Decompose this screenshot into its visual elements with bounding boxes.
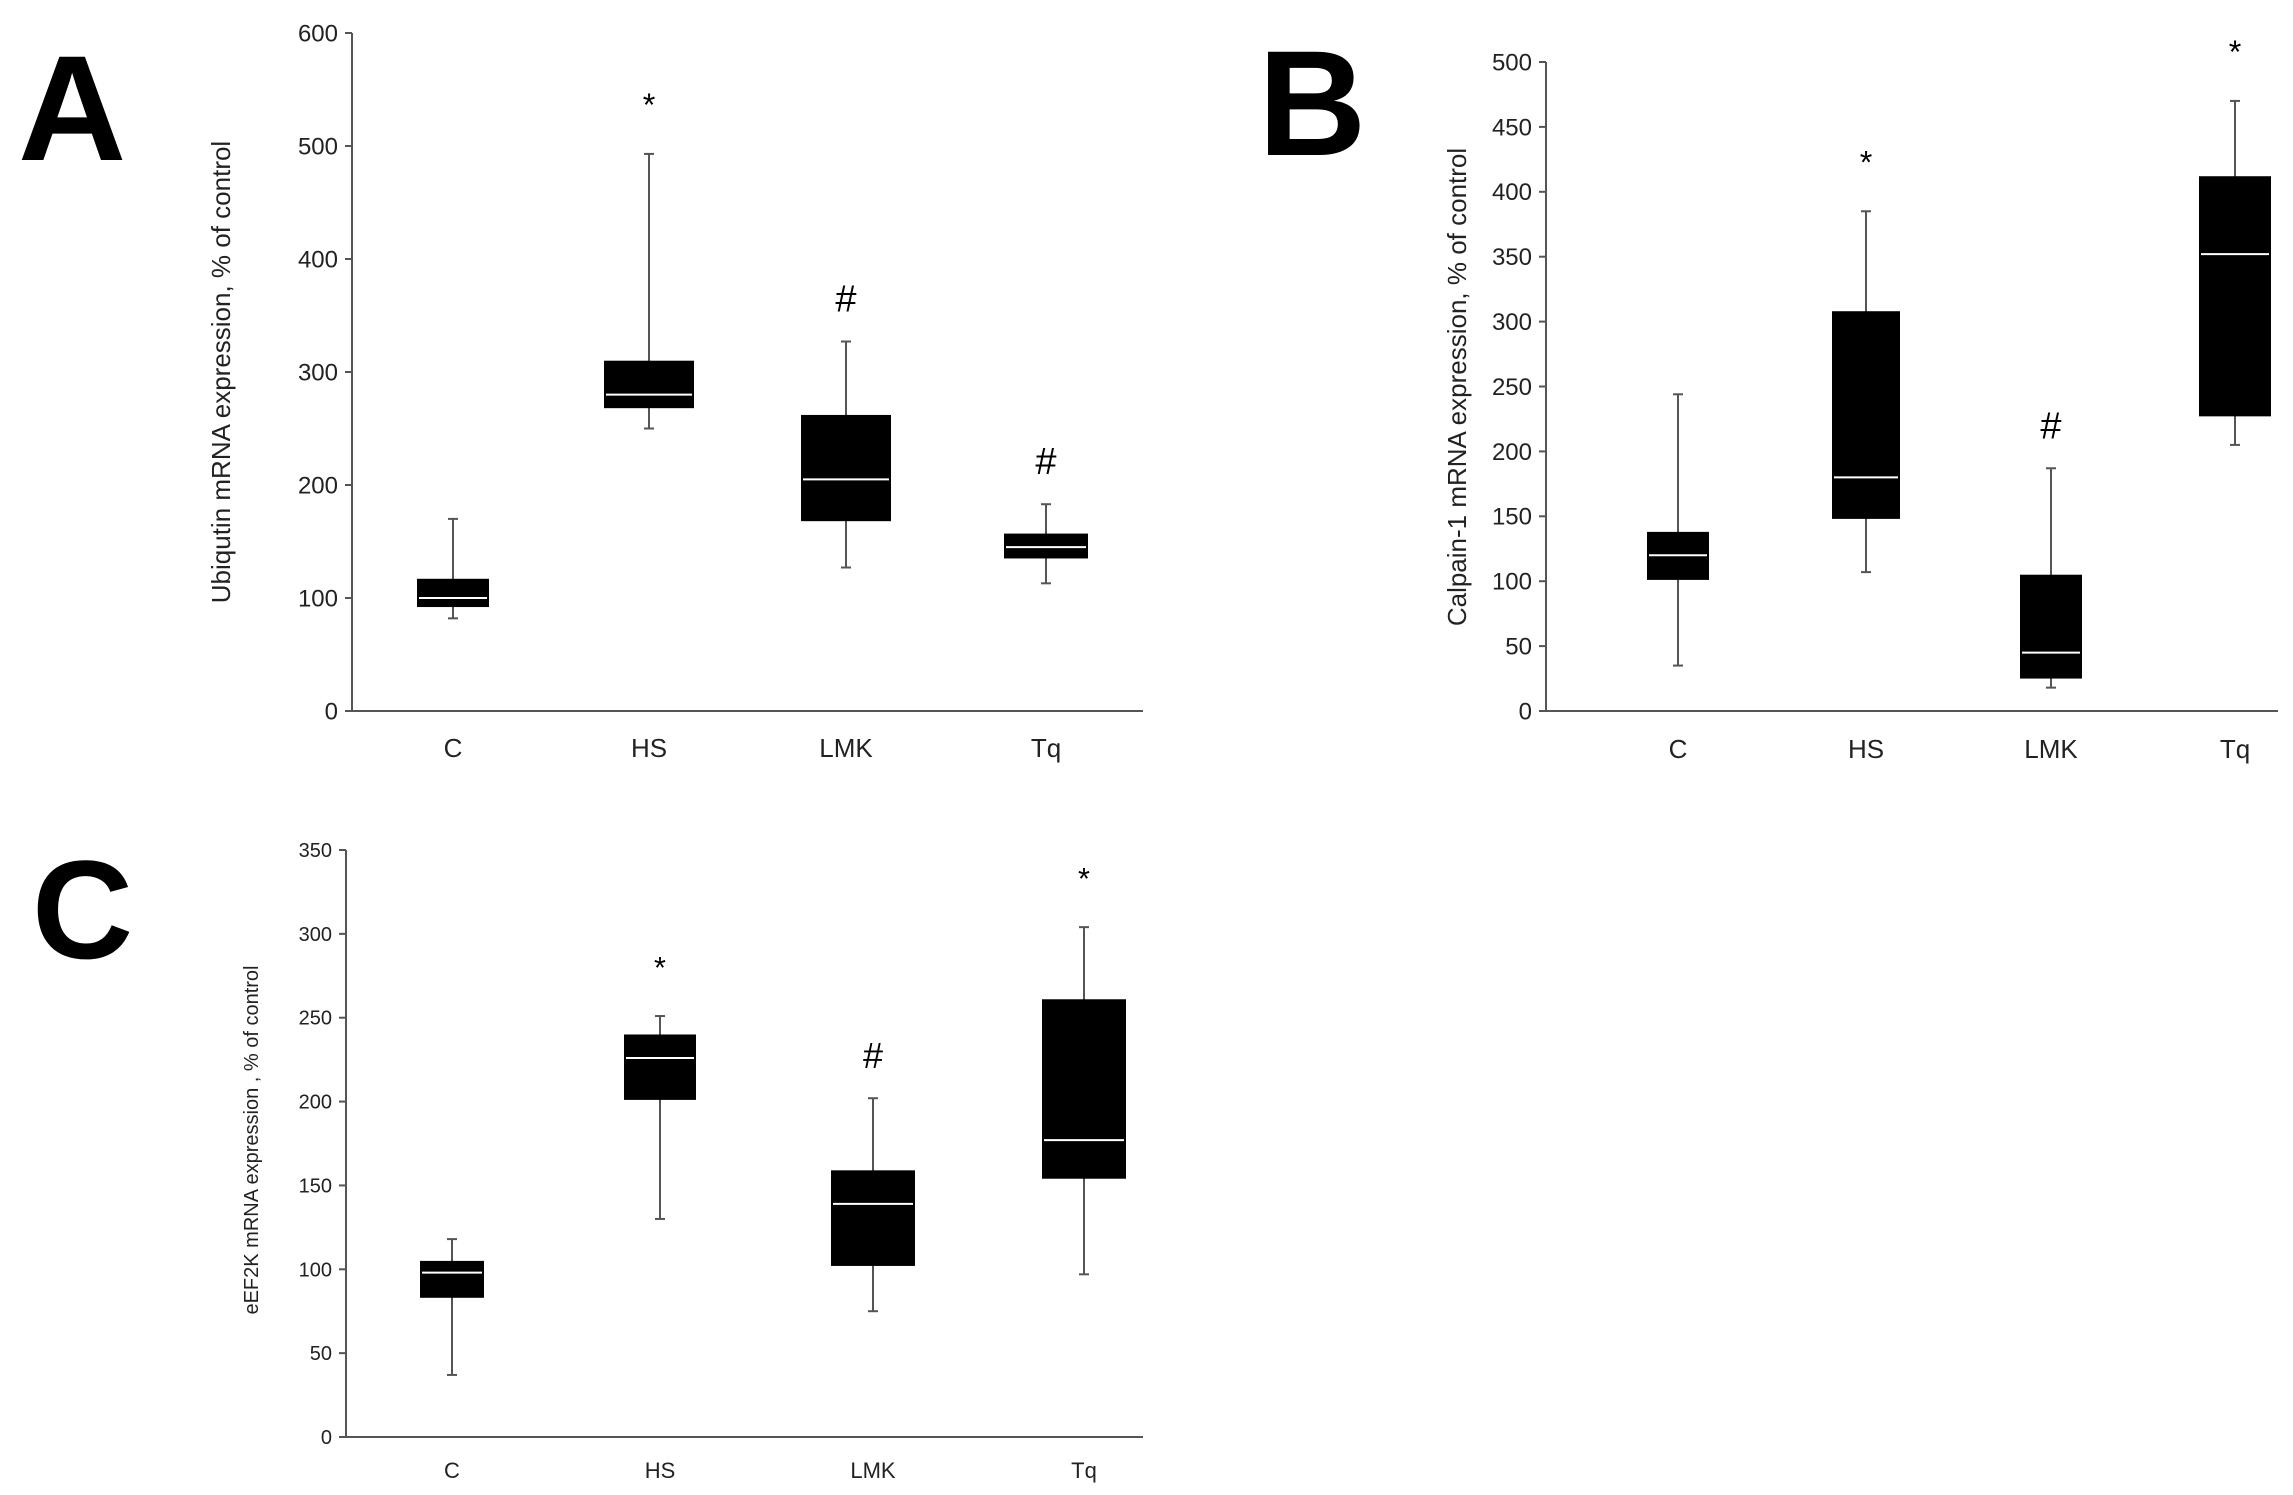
y-tick-label: 100	[1492, 569, 1532, 596]
x-category-label: Tq	[1031, 733, 1061, 763]
y-tick-label: 300	[1492, 309, 1532, 336]
y-tick-label: 600	[298, 20, 338, 47]
y-tick-label: 0	[321, 1427, 332, 1449]
y-tick-label: 350	[1492, 244, 1532, 271]
box-hs: *	[604, 87, 694, 430]
x-category-label: C	[444, 1458, 460, 1483]
y-tick-label: 200	[298, 472, 338, 499]
y-tick-label: 300	[299, 924, 332, 946]
y-tick-label: 0	[1519, 698, 1532, 725]
box-iqr	[2199, 176, 2271, 417]
box-iqr	[1004, 533, 1088, 559]
significance-marker: *	[2229, 34, 2242, 70]
x-category-label: LMK	[819, 733, 873, 763]
significance-marker: #	[863, 1035, 883, 1076]
significance-marker: #	[1035, 441, 1056, 483]
x-category-label: LMK	[850, 1458, 896, 1483]
y-tick-label: 150	[1492, 504, 1532, 531]
y-tick-label: 250	[1492, 374, 1532, 401]
y-tick-label: 100	[298, 585, 338, 612]
x-category-label: HS	[631, 733, 667, 763]
panel-b: B 0 50 100 150 200 250 300 350 400 450 500 Calpain-1…	[1258, 19, 2278, 764]
panel-letter: C	[32, 831, 133, 988]
box-iqr	[2020, 574, 2082, 679]
significance-marker: *	[643, 87, 656, 123]
panel-c: C 0 50 100 150 200 250 300 350 eEF2K mRNA express…	[32, 831, 1143, 1483]
y-tick-label: 100	[299, 1259, 332, 1281]
box-c	[420, 1238, 484, 1376]
y-tick-label: 300	[298, 359, 338, 386]
box-tq: #	[1004, 441, 1088, 585]
significance-marker: *	[654, 951, 666, 985]
box-iqr	[801, 414, 891, 522]
box-iqr	[604, 360, 694, 409]
x-category-label: C	[444, 733, 463, 763]
significance-marker: #	[835, 278, 856, 320]
x-category-label: Tq	[2220, 734, 2250, 764]
x-category-label: Tq	[1071, 1458, 1097, 1483]
panel-letter: B	[1258, 19, 1366, 187]
y-tick-label: 250	[299, 1008, 332, 1030]
significance-marker: #	[2040, 405, 2061, 447]
y-tick-label: 200	[1492, 439, 1532, 466]
panel-a: A 0 100 200 300 400 500 600 Ubiqutin mRNA expres…	[18, 20, 1143, 763]
y-axis-title: Ubiqutin mRNA expression, % of control	[206, 141, 236, 603]
box-lmk: #	[801, 278, 891, 569]
box-tq: *	[2199, 34, 2271, 446]
y-tick-label: 200	[299, 1092, 332, 1114]
box-iqr	[1832, 311, 1900, 519]
box-iqr	[831, 1170, 915, 1266]
x-category-label: HS	[645, 1458, 676, 1483]
y-tick-label: 400	[1492, 179, 1532, 206]
significance-marker: *	[1078, 862, 1090, 896]
x-category-label: LMK	[2024, 734, 2078, 764]
box-lmk: #	[2020, 405, 2082, 689]
y-tick-label: 50	[1505, 634, 1532, 661]
box-c	[417, 517, 489, 620]
y-tick-label: 350	[299, 840, 332, 862]
box-c	[1647, 393, 1709, 667]
box-iqr	[420, 1260, 484, 1298]
box-iqr	[624, 1034, 696, 1100]
box-hs: *	[624, 951, 696, 1220]
y-tick-label: 400	[298, 246, 338, 273]
y-tick-label: 50	[310, 1343, 332, 1365]
x-category-label: HS	[1848, 734, 1884, 764]
y-axis-title: eEF2K mRNA expression , % of control	[241, 965, 263, 1314]
panel-letter: A	[18, 24, 126, 192]
y-tick-label: 450	[1492, 114, 1532, 141]
box-hs: *	[1832, 144, 1900, 574]
y-tick-label: 150	[299, 1175, 332, 1197]
y-axis-title: Calpain-1 mRNA expression, % of control	[1442, 148, 1472, 626]
y-tick-label: 500	[1492, 49, 1532, 76]
x-category-label: C	[1669, 734, 1688, 764]
box-tq: *	[1042, 862, 1126, 1276]
box-iqr	[1042, 999, 1126, 1179]
significance-marker: *	[1860, 144, 1873, 180]
box-iqr	[417, 578, 489, 608]
box-lmk: #	[831, 1035, 915, 1313]
y-tick-label: 500	[298, 133, 338, 160]
y-tick-label: 0	[325, 698, 338, 725]
